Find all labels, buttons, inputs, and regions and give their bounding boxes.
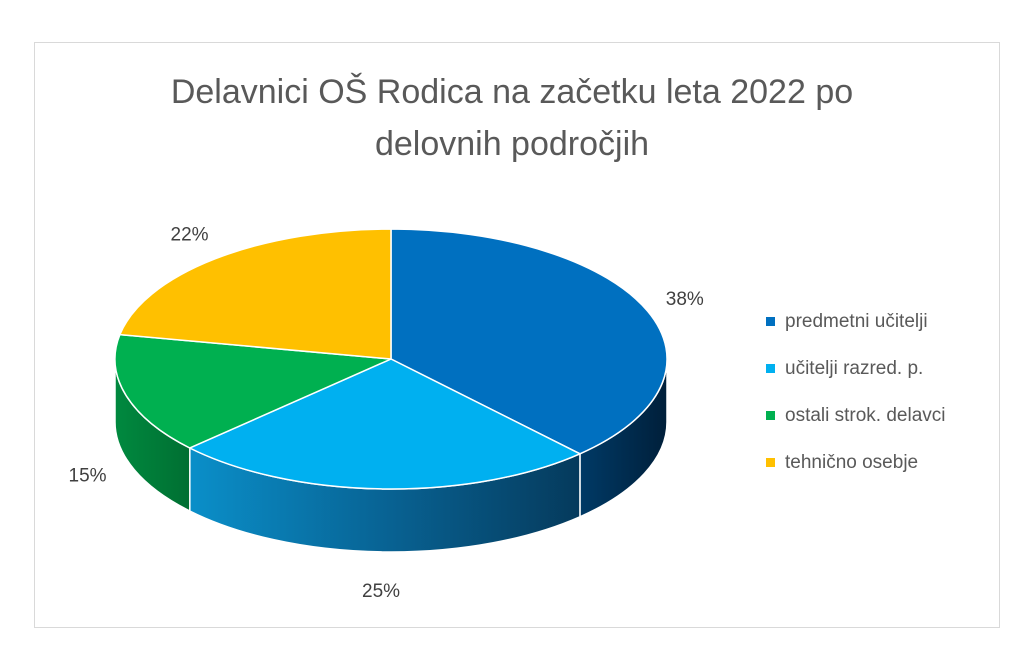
legend-item-ucitelji-razred: učitelji razred. p. — [766, 357, 996, 380]
legend-label: predmetni učitelji — [785, 310, 928, 332]
legend-item-predmetni-ucitelji: predmetni učitelji — [766, 310, 996, 333]
legend-item-ostali-strok: ostali strok. delavci — [766, 404, 996, 427]
legend-item-tehnicno-osebje: tehnično osebje — [766, 451, 996, 474]
legend-swatch — [766, 411, 775, 420]
legend-swatch — [766, 364, 775, 373]
legend-label: učitelji razred. p. — [785, 357, 924, 379]
pie-slice-ucitelji-razred — [189, 358, 581, 490]
data-label-predmetni-ucitelji: 38% — [666, 289, 704, 310]
data-label-ucitelji-razred: 25% — [362, 581, 400, 602]
legend-label: tehnično osebje — [785, 451, 919, 473]
pie-tops — [114, 228, 668, 490]
legend: predmetni učitelji učitelji razred. p. o… — [766, 310, 996, 498]
data-label-ostali-strok: 15% — [69, 466, 107, 487]
chart-title: Delavnici OŠ Rodica na začetku leta 2022… — [0, 66, 1024, 170]
chart-title-line-1: Delavnici OŠ Rodica na začetku leta 2022… — [170, 73, 854, 111]
legend-swatch — [766, 458, 775, 467]
pie-slice-ostali-strok — [114, 333, 392, 449]
chart-title-line-2: delovnih področjih — [374, 125, 650, 163]
pie-slice-tehnicno-osebje — [119, 228, 392, 360]
pie-slice-predmetni-ucitelji — [390, 228, 668, 455]
legend-swatch — [766, 317, 775, 326]
data-label-tehnicno-osebje: 22% — [171, 225, 209, 246]
legend-label: ostali strok. delavci — [785, 404, 946, 426]
